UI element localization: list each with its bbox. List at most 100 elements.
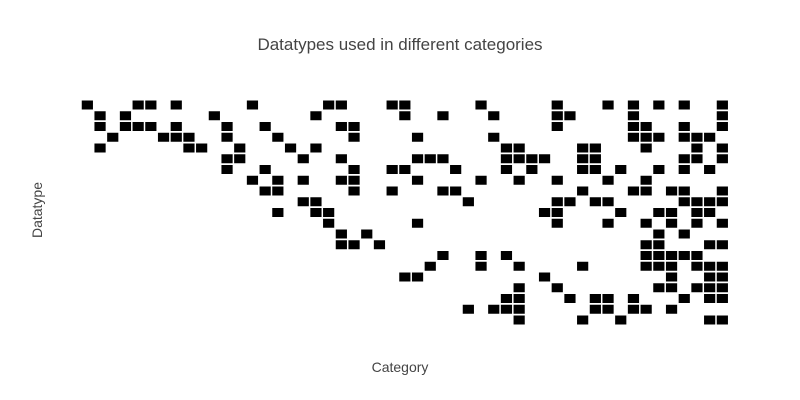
heatmap-cell [602,197,614,207]
heatmap-cell [653,283,665,293]
heatmap-cell [691,197,703,207]
heatmap-cell [437,111,449,121]
heatmap-cell [627,122,640,131]
heatmap-cell [259,165,271,174]
heatmap-cell [704,272,716,282]
heatmap-cell [526,165,538,174]
heatmap-cell [640,251,652,260]
heatmap-cell [437,251,449,260]
heatmap-cell [564,197,576,207]
heatmap-cell [94,122,106,131]
heatmap-cell [678,154,690,164]
heatmap-cell [551,111,563,121]
heatmap-cell [627,100,640,110]
heatmap-cell [462,304,474,314]
heatmap-cell [81,100,93,110]
heatmap-cell [221,132,233,142]
heatmap-cell [678,132,690,142]
heatmap-cell [310,111,322,121]
heatmap-cell [246,100,259,110]
heatmap-cell [551,283,563,293]
heatmap-cell [234,143,246,153]
heatmap-cell [691,132,703,142]
heatmap-cell [538,154,551,164]
heatmap-cell [386,165,398,174]
heatmap-cell [704,283,716,293]
heatmap-cell [348,240,360,250]
heatmap-cell [602,175,614,185]
heatmap-cell [716,122,728,131]
heatmap-cell [475,175,487,185]
heatmap-cell [411,132,424,142]
heatmap-cell [665,304,678,314]
heatmap-cell [488,304,500,314]
heatmap-cell [678,197,690,207]
heatmap-cell [157,132,170,142]
heatmap-cell [462,197,474,207]
heatmap-cell [297,175,309,185]
heatmap-cell [297,197,309,207]
heatmap-cell [640,240,652,250]
heatmap-cell [221,122,233,131]
heatmap-cell [259,186,271,196]
heatmap-cell [170,132,182,142]
heatmap-cell [691,208,703,217]
heatmap-cell [551,218,563,228]
heatmap-cell [399,272,411,282]
heatmap-cell [577,186,589,196]
heatmap-cell [323,100,335,110]
heatmap-cell [132,122,144,131]
heatmap-cell [107,132,119,142]
heatmap-cell [653,208,665,217]
heatmap-cell [437,186,449,196]
heatmap-cell [716,272,728,282]
heatmap-cell [691,283,703,293]
heatmap-cell [716,100,728,110]
heatmap-cell [678,165,690,174]
heatmap-cell [272,208,284,217]
heatmap-cell [437,154,449,164]
heatmap-cell [323,218,335,228]
heatmap-cell [691,251,703,260]
heatmap-cell [640,122,652,131]
heatmap-cell [716,143,728,153]
heatmap-cell [526,154,538,164]
heatmap-cell [678,186,690,196]
heatmap-cell [335,154,347,164]
heatmap-cell [411,218,424,228]
heatmap-cell [640,261,652,271]
heatmap-cell [716,294,728,303]
heatmap-cell [424,154,436,164]
heatmap-cell [500,251,513,260]
heatmap-cell [323,208,335,217]
heatmap-cell [665,283,678,293]
heatmap-cell [513,143,525,153]
heatmap-cell [208,111,220,121]
heatmap-cell [577,261,589,271]
heatmap-cell [386,100,398,110]
heatmap-cell [627,304,640,314]
heatmap-cell [310,197,322,207]
heatmap-cell [183,143,195,153]
heatmap-cell [170,122,182,131]
heatmap-cell [577,154,589,164]
heatmap-cell [653,251,665,260]
heatmap-cell [665,272,678,282]
x-axis-label: Category [372,359,429,375]
heatmap-cell [577,165,589,174]
heatmap-cell [132,100,144,110]
heatmap-cell [538,208,551,217]
heatmap-cell [475,100,487,110]
heatmap-cell [665,251,678,260]
heatmap-cell [678,251,690,260]
heatmap-cell [297,154,309,164]
heatmap-cell [577,315,589,325]
heatmap-cells [81,100,728,325]
heatmap-cell [589,154,601,164]
heatmap-cell [716,111,728,121]
heatmap-cell [589,304,601,314]
heatmap-cell [665,218,678,228]
heatmap-cell [704,261,716,271]
heatmap-cell [488,111,500,121]
heatmap-cell [716,283,728,293]
